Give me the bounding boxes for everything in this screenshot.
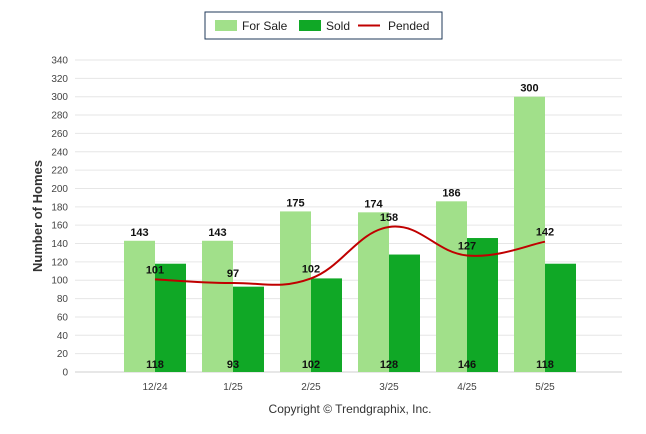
y-tick-label: 240 — [51, 147, 68, 158]
data-label-sold: 118 — [146, 359, 164, 371]
y-tick-label: 320 — [51, 74, 68, 85]
data-label-pended: 142 — [536, 227, 554, 239]
x-tick-label: 12/24 — [142, 382, 167, 393]
pended-line — [154, 225, 546, 286]
bar-sold — [545, 263, 576, 372]
y-tick-label: 340 — [51, 56, 68, 67]
legend-label-pended: Pended — [388, 19, 429, 33]
legend-box — [204, 11, 443, 40]
bar-for-sale — [202, 240, 233, 372]
x-tick-label: 1/25 — [223, 382, 243, 393]
bar-for-sale — [124, 240, 155, 372]
data-label-sold: 102 — [302, 359, 320, 371]
data-label-sold: 146 — [458, 359, 476, 371]
data-label-for-sale: 143 — [130, 227, 148, 239]
y-axis-label: Number of Homes — [30, 160, 45, 272]
data-label-pended: 101 — [146, 264, 164, 276]
legend-swatch-for-sale — [215, 20, 237, 31]
bar-sold — [467, 238, 498, 372]
legend-swatch-sold — [299, 20, 321, 31]
y-tick-label: 220 — [51, 166, 68, 177]
data-label-for-sale: 175 — [286, 197, 304, 209]
y-tick-label: 280 — [51, 111, 68, 122]
y-tick-label: 300 — [51, 92, 68, 103]
legend-label-sold: Sold — [326, 19, 350, 33]
copyright-text: Copyright © Trendgraphix, Inc. — [269, 402, 432, 416]
y-tick-label: 40 — [57, 331, 69, 342]
data-label-pended: 97 — [227, 268, 239, 280]
y-tick-label: 200 — [51, 184, 68, 195]
bar-for-sale — [436, 201, 467, 372]
bar-sold — [311, 278, 342, 372]
pended-line-layer — [154, 225, 546, 286]
data-label-for-sale: 143 — [208, 227, 226, 239]
y-tick-label: 180 — [51, 202, 68, 213]
data-label-for-sale: 186 — [442, 187, 460, 199]
x-tick-label: 4/25 — [457, 382, 477, 393]
x-tick-label: 5/25 — [535, 382, 555, 393]
bars — [124, 96, 576, 373]
legend: For Sale Sold Pended — [204, 11, 443, 40]
data-label-pended: 127 — [458, 240, 476, 252]
bar-for-sale — [514, 96, 545, 373]
data-label-for-sale: 174 — [364, 198, 383, 210]
y-tick-label: 0 — [62, 368, 68, 379]
data-labels: 143 118 143 93 175 102 174 128 186 146 300 118 101 97… — [130, 83, 554, 371]
bar-sold — [389, 254, 420, 372]
bar-for-sale — [358, 212, 389, 372]
x-axis-ticks: 12/24 1/25 2/25 3/25 4/25 5/25 — [142, 382, 555, 393]
bar-for-sale — [280, 211, 311, 372]
legend-label-for-sale: For Sale — [242, 19, 288, 33]
y-tick-label: 60 — [57, 312, 69, 323]
data-label-sold: 93 — [227, 359, 239, 371]
y-tick-label: 140 — [51, 239, 68, 250]
bar-sold — [233, 286, 264, 372]
data-label-sold: 118 — [536, 359, 554, 371]
y-tick-label: 260 — [51, 129, 68, 140]
data-label-sold: 128 — [380, 359, 398, 371]
y-tick-label: 120 — [51, 257, 68, 268]
y-tick-label: 80 — [57, 294, 69, 305]
x-tick-label: 2/25 — [301, 382, 321, 393]
y-tick-label: 160 — [51, 221, 68, 232]
y-tick-label: 100 — [51, 276, 68, 287]
y-axis-ticks: 0 20 40 60 80 100 120 140 160 180 200 220 240 260 280 3… — [51, 56, 68, 379]
data-label-pended: 158 — [380, 212, 398, 224]
data-label-pended: 102 — [302, 263, 320, 275]
x-tick-label: 3/25 — [379, 382, 399, 393]
data-label-for-sale: 300 — [520, 83, 538, 95]
y-tick-label: 20 — [57, 349, 69, 360]
